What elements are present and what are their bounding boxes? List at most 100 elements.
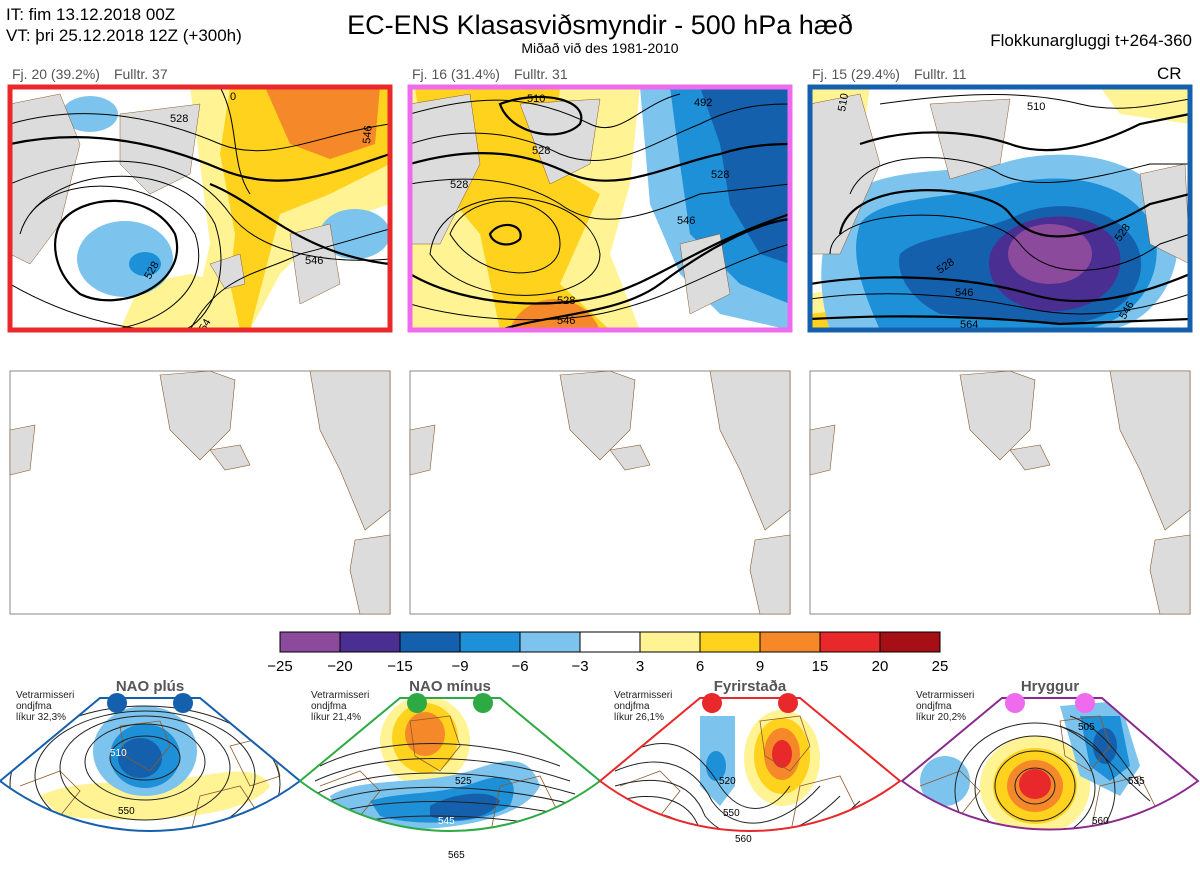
colorbar-tick-label: 9 <box>756 658 764 675</box>
regime-nao-minus-contour: 525 <box>455 776 472 787</box>
colorbar: −25 −20 −15 −9 −6 −3 3 6 9 15 20 25 <box>267 631 949 675</box>
regime-blocking-stats: Vetrarmisseri ondjfma líkur 26,1% <box>614 690 672 723</box>
regime-nao-minus-dot <box>473 693 493 713</box>
colorbar-tick-label: −9 <box>451 658 468 675</box>
regime-nao-plus-stats: Vetrarmisseri ondjfma líkur 32,3% <box>16 690 74 723</box>
colorbar-tick-label: 15 <box>812 658 829 675</box>
stat-probability: líkur 20,2% <box>916 712 967 723</box>
cluster-3-map <box>810 87 1190 330</box>
header-info: IT: fim 13.12.2018 00Z VT: þri 25.12.201… <box>6 4 242 46</box>
regime-nao-minus-contour: 545 <box>438 816 455 827</box>
colorbar-tick-label: −25 <box>267 658 292 675</box>
stat-season: Vetrarmisseri <box>311 690 370 701</box>
cluster-1-fj: Fj. 20 (39.2%) <box>12 66 100 82</box>
colorbar-tick-label: 20 <box>872 658 889 675</box>
cluster-1-contour-label: 546 <box>305 255 323 267</box>
colorbar-tick-label: −15 <box>387 658 412 675</box>
cluster-2-contour-label: 528 <box>711 169 729 181</box>
colorbar-tick-label: −20 <box>327 658 352 675</box>
regime-nao-plus-contour: 550 <box>118 806 135 817</box>
regime-blocking-frame <box>598 697 902 832</box>
colorbar-swatch <box>519 631 581 653</box>
cluster-1-fulltr: Fulltr. 37 <box>113 66 168 82</box>
regime-nao-plus-dot <box>173 693 193 713</box>
classification-window: Flokkunargluggi t+264-360 <box>990 31 1192 50</box>
base-map-2 <box>409 370 791 615</box>
regime-blocking-title: Fyrirstaða <box>713 678 787 695</box>
cluster-maps: 528 528 546 546 54 0 510 492 528 <box>7 84 1193 334</box>
colorbar-swatch <box>459 631 521 653</box>
cluster-2-fulltr: Fulltr. 31 <box>513 66 568 82</box>
colorbar-tick-label: 6 <box>696 658 704 675</box>
regime-nao-plus-frame <box>0 697 302 832</box>
cluster-1-map <box>10 87 390 330</box>
regime-ridge-contour: 505 <box>1078 722 1095 733</box>
regime-ridge-map <box>902 698 1198 830</box>
cluster-3-label: Fj. 15 (29.4%) Fulltr. 11 <box>812 66 981 82</box>
cluster-3-fj: Fj. 15 (29.4%) <box>812 66 900 82</box>
issue-time: IT: fim 13.12.2018 00Z <box>6 5 176 24</box>
stat-season: Vetrarmisseri <box>16 690 75 701</box>
cluster-2-contour-label: 546 <box>677 215 695 227</box>
cluster-1-contour-label: 528 <box>170 113 188 125</box>
regime-maps: 510 550 525 545 565 <box>0 693 1200 861</box>
regime-ridge-dot <box>1075 693 1095 713</box>
colorbar-swatch <box>339 631 401 653</box>
regime-nao-plus-title: NAO plús <box>115 678 185 695</box>
cluster-2-contour-label: 510 <box>527 93 545 105</box>
page-subtitle: Miðað við des 1981-2010 <box>521 40 679 56</box>
page-title: EC-ENS Klasasviðsmyndir - 500 hPa hæð <box>347 10 853 40</box>
regime-ridge-frame <box>900 697 1200 831</box>
regime-ridge-contour: 560 <box>1092 816 1109 827</box>
regime-ridge-title: Hryggur <box>1020 678 1080 695</box>
colorbar-swatches <box>279 631 941 653</box>
regime-blocking-contour: 520 <box>719 776 736 787</box>
regime-nao-minus-dot <box>407 693 427 713</box>
regime-ridge-stats: Vetrarmisseri ondjfma líkur 20,2% <box>916 690 974 723</box>
cluster-2-label: Fj. 16 (31.4%) Fulltr. 31 <box>412 66 582 82</box>
regime-nao-plus-contour: 510 <box>110 748 127 759</box>
stat-probability: líkur 21,4% <box>311 712 362 723</box>
regime-blocking-contour: 550 <box>723 808 740 819</box>
base-map-1 <box>9 370 391 615</box>
cluster-1-contour-label: 546 <box>361 125 375 144</box>
regime-ridge-contour: 535 <box>1128 776 1145 787</box>
regime-ridge-dot <box>1005 693 1025 713</box>
stat-probability: líkur 32,3% <box>16 712 67 723</box>
cluster-1-contour-label: 0 <box>230 91 236 103</box>
regime-nao-minus-contour: 565 <box>448 850 465 861</box>
cluster-2-contour-label: 528 <box>450 179 468 191</box>
colorbar-tick-label: 3 <box>636 658 644 675</box>
cluster-2-border <box>407 84 793 333</box>
regime-nao-plus-dot <box>107 693 127 713</box>
colorbar-swatch <box>579 631 641 653</box>
colorbar-swatch <box>399 631 461 653</box>
regime-nao-minus-title: NAO mínus <box>409 678 491 695</box>
stat-months: ondjfma <box>916 701 952 712</box>
colorbar-tick-label: 25 <box>932 658 949 675</box>
cluster-3-contour-label: 510 <box>836 92 851 112</box>
cluster-1-label: Fj. 20 (39.2%) Fulltr. 37 <box>12 66 182 82</box>
base-maps <box>9 370 1191 615</box>
colorbar-tick-label: −3 <box>571 658 588 675</box>
colorbar-tick-label: −6 <box>511 658 528 675</box>
regime-nao-minus-frame <box>298 697 602 832</box>
colorbar-swatch <box>759 631 821 653</box>
cluster-2-contour-label: 528 <box>557 295 575 307</box>
regime-blocking-dot <box>702 693 722 713</box>
regime-blocking-dot <box>778 693 798 713</box>
stat-season: Vetrarmisseri <box>614 690 673 701</box>
valid-time: VT: þri 25.12.2018 12Z (+300h) <box>6 26 242 45</box>
regime-nao-minus-stats: Vetrarmisseri ondjfma líkur 21,4% <box>311 690 369 723</box>
cluster-2-fj: Fj. 16 (31.4%) <box>412 66 500 82</box>
stat-months: ondjfma <box>614 701 650 712</box>
cluster-3-fulltr: Fulltr. 11 <box>913 66 967 82</box>
stat-probability: líkur 26,1% <box>614 712 665 723</box>
colorbar-swatch <box>639 631 701 653</box>
cluster-2-map <box>410 87 790 330</box>
colorbar-swatch <box>879 631 941 653</box>
stat-months: ondjfma <box>311 701 347 712</box>
colorbar-swatch <box>819 631 881 653</box>
cluster-2-contour-label: 546 <box>557 315 575 327</box>
cluster-3-contour-label: 510 <box>1027 101 1045 113</box>
